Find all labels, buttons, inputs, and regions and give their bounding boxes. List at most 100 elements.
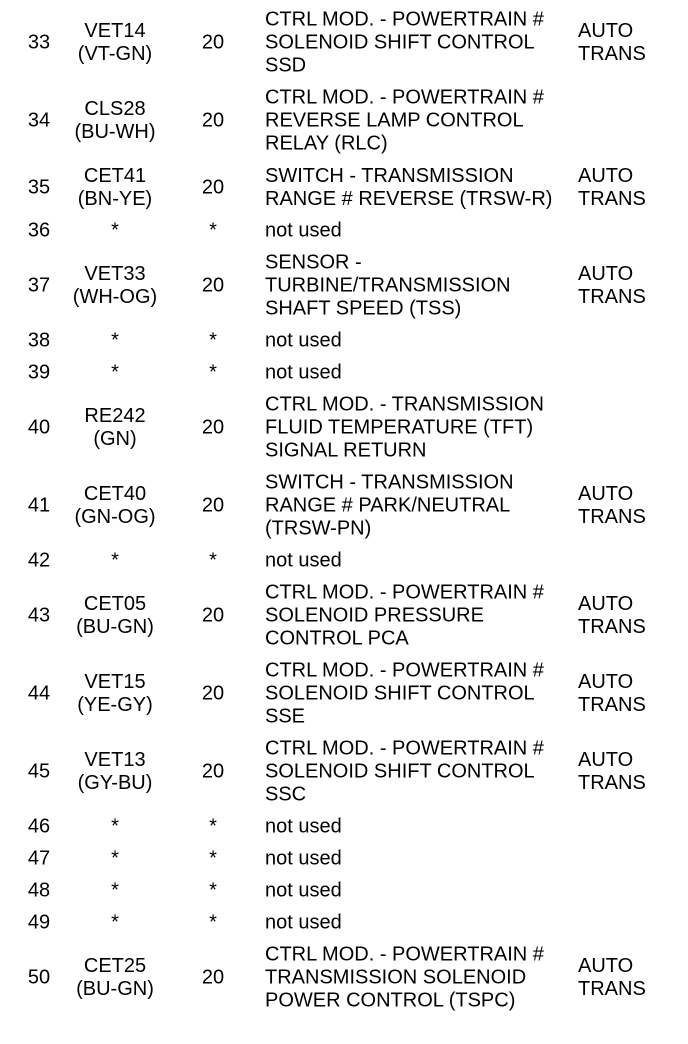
description-cell: CTRL MOD. - POWERTRAIN # SOLENOID SHIFT C… xyxy=(265,9,575,78)
circuit-line: (BN-YE) xyxy=(77,187,153,210)
description-line: SHAFT SPEED (TSS) xyxy=(265,297,462,320)
circuit-line: (GN) xyxy=(93,428,137,450)
table-row: 39 * * not used xyxy=(0,357,688,389)
description-cell: SWITCH - TRANSMISSION RANGE # REVERSE (TR… xyxy=(265,165,575,211)
circuit-cell: CET40 (GN-OG) xyxy=(60,483,170,529)
circuit-cell: VET14 (VT-GN) xyxy=(60,20,170,66)
wire-gauge: 20 xyxy=(201,760,225,783)
circuit-line: CET25 xyxy=(83,955,147,977)
circuit-cell: * xyxy=(60,816,170,839)
note-cell: AUTO TRANS xyxy=(578,671,646,717)
description-line: not used xyxy=(265,219,342,242)
description-line: CTRL MOD. - POWERTRAIN # xyxy=(265,943,544,966)
description-line: not used xyxy=(265,549,342,572)
note-line: TRANS xyxy=(578,43,646,65)
description-cell: not used xyxy=(265,880,575,903)
circuit-cell: * xyxy=(60,550,170,573)
circuit-line: VET33 xyxy=(84,263,146,285)
table-row: 44 VET15 (YE-GY) 20 CTRL MOD. - POWERTRAIN #… xyxy=(0,655,688,733)
description-line: not used xyxy=(265,815,342,838)
circuit-cell: CET05 (BU-GN) xyxy=(60,593,170,639)
pin-number: 34 xyxy=(27,109,51,132)
description-line: RANGE # PARK/NEUTRAL xyxy=(265,494,511,517)
table-row: 42 * * not used xyxy=(0,545,688,577)
circuit-line: CET40 xyxy=(83,483,147,505)
description-line: not used xyxy=(265,329,342,352)
circuit-line: VET14 xyxy=(84,20,146,42)
wire-gauge: * xyxy=(209,815,217,838)
note-line: AUTO xyxy=(578,263,634,285)
circuit-line: * xyxy=(111,549,119,572)
wire-gauge: * xyxy=(209,329,217,352)
description-cell: not used xyxy=(265,848,575,871)
note-line: AUTO xyxy=(578,164,634,187)
description-cell: CTRL MOD. - TRANSMISSION FLUID TEMPERATUR… xyxy=(265,394,575,463)
description-cell: not used xyxy=(265,362,575,385)
description-cell: not used xyxy=(265,912,575,935)
description-cell: CTRL MOD. - POWERTRAIN # SOLENOID SHIFT C… xyxy=(265,660,575,729)
description-line: SSC xyxy=(265,783,307,806)
circuit-cell: VET15 (YE-GY) xyxy=(60,671,170,717)
description-line: CTRL MOD. - POWERTRAIN # xyxy=(265,581,544,604)
table-row: 46 * * not used xyxy=(0,811,688,843)
description-line: POWER CONTROL (TSPC) xyxy=(265,989,516,1012)
pin-number: 41 xyxy=(27,494,51,517)
table-row: 34 CLS28 (BU-WH) 20 CTRL MOD. - POWERTRAIN #… xyxy=(0,82,688,160)
pin-number: 37 xyxy=(27,274,51,297)
description-line: CONTROL PCA xyxy=(265,627,409,650)
circuit-cell: * xyxy=(60,880,170,903)
description-line: SWITCH - TRANSMISSION xyxy=(265,164,514,187)
description-cell: CTRL MOD. - POWERTRAIN # REVERSE LAMP CON… xyxy=(265,87,575,156)
wire-gauge: * xyxy=(209,361,217,384)
wire-gauge: 20 xyxy=(201,494,225,517)
note-line: TRANS xyxy=(578,286,646,308)
note-cell: AUTO TRANS xyxy=(578,263,646,309)
note-cell: AUTO TRANS xyxy=(578,955,646,1001)
description-cell: not used xyxy=(265,550,575,573)
table-row: 33 VET14 (VT-GN) 20 CTRL MOD. - POWERTRAIN #… xyxy=(0,4,688,82)
pin-number: 50 xyxy=(27,966,51,989)
circuit-cell: * xyxy=(60,912,170,935)
description-line: SSD xyxy=(265,54,307,77)
wire-gauge: * xyxy=(209,549,217,572)
description-cell: not used xyxy=(265,330,575,353)
note-line: AUTO xyxy=(578,483,634,505)
circuit-line: * xyxy=(111,847,119,870)
wire-gauge: 20 xyxy=(201,176,225,198)
pin-number: 43 xyxy=(27,604,51,627)
circuit-line: (GY-BU) xyxy=(77,772,153,794)
description-line: SOLENOID SHIFT CONTROL xyxy=(265,682,535,705)
circuit-line: (YE-GY) xyxy=(77,694,153,716)
note-line: AUTO xyxy=(578,593,634,615)
circuit-line: * xyxy=(111,361,119,384)
wire-gauge: * xyxy=(209,879,217,902)
circuit-line: * xyxy=(111,815,119,838)
pin-number: 46 xyxy=(27,815,51,838)
description-line: not used xyxy=(265,911,342,934)
circuit-cell: * xyxy=(60,848,170,871)
wire-gauge: * xyxy=(209,219,217,242)
circuit-line: VET15 xyxy=(84,671,146,693)
description-line: CTRL MOD. - POWERTRAIN # xyxy=(265,737,544,760)
table-row: 47 * * not used xyxy=(0,843,688,875)
note-cell: AUTO TRANS xyxy=(578,749,646,795)
note-line: AUTO xyxy=(578,955,634,977)
pin-number: 35 xyxy=(27,176,51,198)
note-line: TRANS xyxy=(578,187,646,210)
description-line: not used xyxy=(265,879,342,902)
circuit-line: * xyxy=(111,879,119,902)
pin-number: 45 xyxy=(27,760,51,783)
description-cell: CTRL MOD. - POWERTRAIN # SOLENOID PRESSUR… xyxy=(265,582,575,651)
description-cell: SENSOR - TURBINE/TRANSMISSION SHAFT SPEED … xyxy=(265,252,575,321)
pin-number: 47 xyxy=(27,847,51,870)
circuit-line: (VT-GN) xyxy=(77,43,153,65)
wire-gauge: 20 xyxy=(201,416,225,439)
description-line: RANGE # REVERSE (TRSW-R) xyxy=(265,187,553,210)
note-line: TRANS xyxy=(578,694,646,716)
wire-gauge: * xyxy=(209,847,217,870)
circuit-line: * xyxy=(111,911,119,934)
table-row: 48 * * not used xyxy=(0,875,688,907)
circuit-line: (GN-OG) xyxy=(74,506,156,528)
circuit-line: (BU-GN) xyxy=(76,978,154,1000)
description-line: not used xyxy=(265,847,342,870)
